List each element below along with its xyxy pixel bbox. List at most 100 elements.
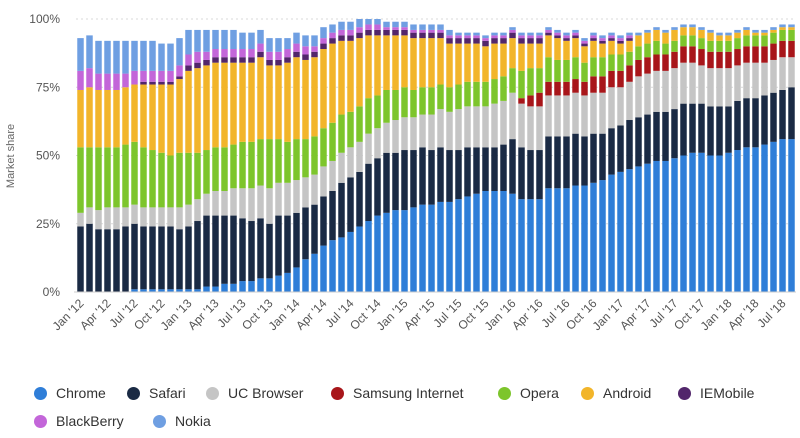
bar-segment-samsung-internet[interactable] [689,46,696,63]
bar-segment-safari[interactable] [392,152,399,211]
bar-segment-blackberry[interactable] [392,27,399,30]
bar-segment-android[interactable] [428,38,435,88]
bar-segment-uc-browser[interactable] [725,68,732,107]
bar-segment-nokia[interactable] [410,24,417,30]
bar-segment-safari[interactable] [563,136,570,189]
bar-segment-nokia[interactable] [761,29,768,33]
bar-segment-chrome[interactable] [185,289,192,292]
bar-segment-opera[interactable] [482,81,489,107]
bar-segment-nokia[interactable] [383,21,390,28]
bar-segment-samsung-internet[interactable] [653,54,660,71]
bar-segment-uc-browser[interactable] [410,117,417,151]
bar-segment-uc-browser[interactable] [464,106,471,148]
bar-segment-chrome[interactable] [599,180,606,292]
bar-segment-safari[interactable] [104,229,111,292]
bar-segment-chrome[interactable] [500,190,507,292]
bar-segment-chrome[interactable] [635,166,642,292]
bar-segment-uc-browser[interactable] [311,174,318,205]
bar-segment-android[interactable] [437,38,444,85]
bar-segment-blackberry[interactable] [482,38,489,41]
bar-segment-nokia[interactable] [536,32,543,36]
bar-segment-nokia[interactable] [680,24,687,28]
bar-segment-safari[interactable] [347,177,354,232]
bar-segment-nokia[interactable] [419,24,426,30]
bar-segment-android[interactable] [689,27,696,36]
bar-segment-safari[interactable] [167,226,174,290]
bar-segment-safari[interactable] [509,139,516,194]
bar-segment-iemobile[interactable] [248,57,255,63]
bar-segment-uc-browser[interactable] [401,117,408,151]
bar-segment-uc-browser[interactable] [77,212,84,227]
bar-segment-android[interactable] [599,43,606,58]
bar-segment-blackberry[interactable] [212,49,219,58]
bar-segment-chrome[interactable] [653,160,660,292]
bar-segment-android[interactable] [716,35,723,41]
bar-segment-android[interactable] [410,38,417,90]
bar-segment-uc-browser[interactable] [446,111,453,151]
bar-segment-nokia[interactable] [374,19,381,25]
bar-segment-nokia[interactable] [707,29,714,33]
bar-segment-uc-browser[interactable] [743,62,750,99]
bar-segment-safari[interactable] [491,147,498,191]
bar-segment-opera[interactable] [671,40,678,52]
legend-item-safari[interactable]: Safari [127,383,186,403]
bar-segment-uc-browser[interactable] [680,62,687,104]
bar-segment-chrome[interactable] [707,155,714,293]
bar-segment-blackberry[interactable] [509,29,516,33]
bar-segment-samsung-internet[interactable] [716,51,723,69]
bar-segment-uc-browser[interactable] [644,73,651,115]
bar-segment-nokia[interactable] [257,29,264,44]
bar-segment-nokia[interactable] [104,40,111,74]
bar-segment-blackberry[interactable] [176,65,183,77]
bar-segment-blackberry[interactable] [554,32,561,36]
bar-segment-safari[interactable] [248,221,255,282]
bar-segment-chrome[interactable] [662,160,669,292]
bar-segment-blackberry[interactable] [122,73,129,88]
bar-segment-opera[interactable] [167,155,174,208]
bar-segment-uc-browser[interactable] [581,95,588,137]
bar-segment-opera[interactable] [347,111,354,148]
bar-segment-uc-browser[interactable] [320,166,327,197]
bar-segment-opera[interactable] [536,68,543,93]
bar-segment-iemobile[interactable] [500,38,507,44]
bar-segment-iemobile[interactable] [419,32,426,39]
bar-segment-chrome[interactable] [221,283,228,292]
bar-segment-android[interactable] [302,59,309,140]
bar-segment-safari[interactable] [113,229,120,292]
bar-segment-blackberry[interactable] [275,51,282,60]
bar-segment-samsung-internet[interactable] [536,92,543,107]
bar-segment-uc-browser[interactable] [527,106,534,151]
bar-segment-nokia[interactable] [473,32,480,36]
bar-segment-android[interactable] [743,29,750,36]
bar-segment-samsung-internet[interactable] [707,51,714,69]
bar-segment-android[interactable] [284,62,291,142]
bar-segment-opera[interactable] [95,147,102,211]
bar-segment-android[interactable] [320,49,327,129]
bar-segment-iemobile[interactable] [311,51,318,58]
bar-segment-uc-browser[interactable] [500,100,507,145]
bar-segment-samsung-internet[interactable] [698,49,705,66]
bar-segment-chrome[interactable] [347,231,354,292]
bar-segment-nokia[interactable] [653,27,660,30]
bar-segment-nokia[interactable] [518,32,525,36]
bar-segment-nokia[interactable] [140,40,147,71]
bar-segment-nokia[interactable] [689,24,696,28]
bar-segment-android[interactable] [293,57,300,140]
bar-segment-safari[interactable] [176,229,183,290]
bar-segment-opera[interactable] [509,68,516,93]
bar-segment-nokia[interactable] [581,38,588,41]
bar-segment-opera[interactable] [329,122,336,161]
bar-segment-chrome[interactable] [563,188,570,292]
bar-segment-uc-browser[interactable] [617,87,624,126]
bar-segment-safari[interactable] [77,226,84,292]
bar-segment-chrome[interactable] [158,289,165,292]
legend-item-nokia[interactable]: Nokia [153,411,211,431]
bar-segment-uc-browser[interactable] [752,62,759,99]
bar-segment-opera[interactable] [401,87,408,118]
bar-segment-android[interactable] [626,40,633,52]
bar-segment-uc-browser[interactable] [239,188,246,219]
bar-segment-android[interactable] [176,79,183,153]
bar-segment-android[interactable] [770,29,777,33]
bar-segment-iemobile[interactable] [293,51,300,58]
bar-segment-nokia[interactable] [221,29,228,50]
